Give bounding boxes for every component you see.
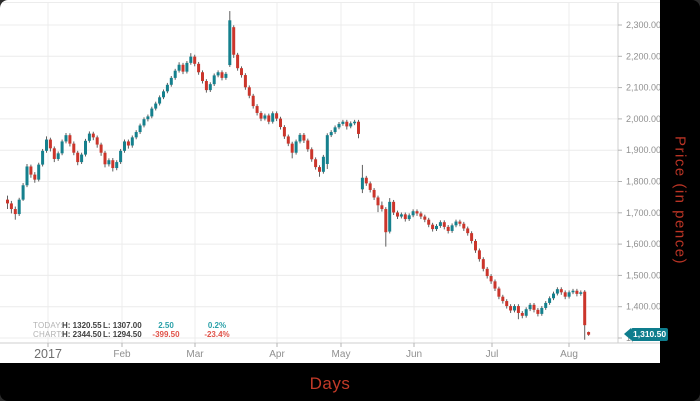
x-tick-label: Apr (269, 349, 285, 360)
axes-layer (0, 3, 660, 344)
x-tick-label: Aug (560, 349, 578, 360)
today-label: TODAY: (33, 321, 63, 330)
x-tick-label: May (332, 349, 351, 360)
y-axis-title: Price (in pence) (671, 135, 689, 266)
x-axis-labels: 2017 Feb Mar Apr May Jun Jul Aug (34, 343, 578, 361)
last-price-badge: 1,310.50 (623, 328, 669, 341)
y-tick-label: 1,400.00 (626, 302, 660, 312)
y-tick-label: 2,100.00 (626, 83, 660, 93)
y-tick-label: 1,500.00 (626, 270, 660, 280)
chart-low: L: 1294.50 (103, 330, 142, 339)
y-tick-label: 1,600.00 (626, 239, 660, 249)
today-change-pct: 0.2% (207, 321, 227, 330)
candlestick-chart[interactable]: 2,300.00 2,200.00 2,100.00 2,000.00 1,900.00… (0, 0, 661, 363)
grid-layer (0, 2, 660, 343)
chart-legend: TODAY: H: 1320.55 L: 1307.00 2.50 0.2% C… (33, 321, 273, 339)
chart-change: -399.50 (152, 330, 180, 339)
y-tick-label: 1,900.00 (626, 145, 660, 155)
y-tick-label: 2,000.00 (626, 114, 660, 124)
y-tick-label: 2,300.00 (626, 20, 660, 30)
x-tick-label: Feb (113, 349, 131, 360)
chart-change-pct: -23.4% (204, 330, 230, 339)
legend-row-today: TODAY: H: 1320.55 L: 1307.00 2.50 0.2% (33, 321, 273, 330)
chart-high: H: 2344.50 (62, 330, 102, 339)
candles-layer (6, 11, 591, 340)
x-tick-label: 2017 (34, 347, 62, 361)
x-tick-label: Mar (186, 349, 204, 360)
chart-panel: 2,300.00 2,200.00 2,100.00 2,000.00 1,900.00… (0, 0, 661, 363)
legend-row-chart: CHART: H: 2344.50 L: 1294.50 -399.50 -23… (33, 330, 273, 339)
today-change: 2.50 (158, 321, 174, 330)
today-high: H: 1320.55 (62, 321, 102, 330)
y-tick-label: 2,200.00 (626, 51, 660, 61)
x-axis-title: Days (309, 373, 351, 393)
x-tick-label: Jun (406, 349, 422, 360)
y-tick-label: 1,700.00 (626, 208, 660, 218)
x-tick-label: Jul (486, 349, 499, 360)
y-axis-labels: 2,300.00 2,200.00 2,100.00 2,000.00 1,900.00… (618, 20, 661, 343)
chart-label: CHART: (33, 330, 63, 339)
today-low: L: 1307.00 (103, 321, 142, 330)
y-tick-label: 1,800.00 (626, 177, 660, 187)
